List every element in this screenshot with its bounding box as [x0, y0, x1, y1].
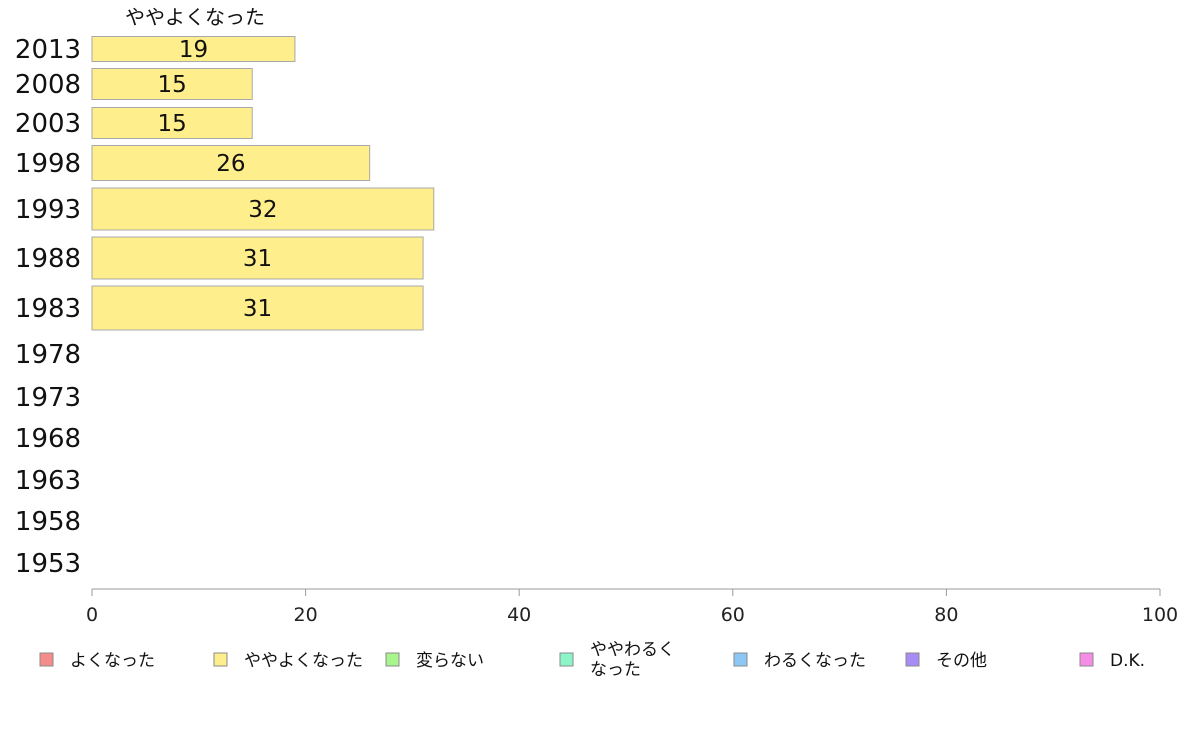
bar-value-label-2003: 15 — [157, 111, 186, 137]
legend-label-4: わるくなった — [764, 651, 866, 671]
bar-value-label-2008: 15 — [157, 72, 186, 98]
x-tick-label-20: 20 — [294, 604, 318, 626]
bar-value-label-1998: 26 — [216, 151, 245, 177]
year-label-1998: 1998 — [15, 149, 81, 179]
x-tick-label-0: 0 — [86, 604, 98, 626]
x-tick-label-80: 80 — [934, 604, 958, 626]
x-tick-label-100: 100 — [1142, 604, 1178, 626]
legend: よくなった ややよくなった 変らない ややわるくなった わるくなった その他 D.K. — [39, 640, 1145, 680]
legend-swatch-6 — [1079, 652, 1094, 667]
legend-swatch-5 — [905, 652, 920, 667]
bar-2008 — [91, 68, 253, 100]
bar-1988 — [91, 236, 424, 280]
bar-1998 — [91, 145, 371, 181]
year-label-2013: 2013 — [15, 35, 81, 65]
year-label-2003: 2003 — [15, 109, 81, 139]
x-tick-label-40: 40 — [507, 604, 531, 626]
year-label-1958: 1958 — [15, 507, 81, 537]
year-label-1978: 1978 — [15, 340, 81, 370]
x-tick-label-60: 60 — [721, 604, 745, 626]
legend-swatch-2 — [385, 652, 400, 667]
year-label-1953: 1953 — [15, 549, 81, 579]
year-label-2008: 2008 — [15, 70, 81, 100]
legend-label-6: D.K. — [1110, 651, 1145, 671]
legend-swatch-4 — [733, 652, 748, 667]
bar-2013 — [91, 36, 296, 62]
bar-value-label-1988: 31 — [243, 246, 272, 272]
bar-value-label-1993: 32 — [248, 197, 277, 223]
legend-label-0: よくなった — [70, 651, 155, 671]
bar-value-label-1983: 31 — [243, 296, 272, 322]
year-label-1983: 1983 — [15, 294, 81, 324]
year-label-1963: 1963 — [15, 466, 81, 496]
legend-label-1: ややよくなった — [244, 651, 363, 671]
legend-swatch-1 — [213, 652, 228, 667]
year-label-1973: 1973 — [15, 383, 81, 413]
year-label-1993: 1993 — [15, 195, 81, 225]
bar-value-label-2013: 19 — [179, 37, 208, 63]
year-label-1988: 1988 — [15, 244, 81, 274]
bar-2003 — [91, 107, 253, 139]
series-title: ややよくなった — [125, 5, 265, 29]
legend-swatch-3 — [559, 652, 574, 667]
legend-label-3: ややわるくなった — [590, 640, 675, 680]
x-axis: 0 20 40 60 80 100 — [86, 588, 1178, 626]
legend-label-5: その他 — [936, 651, 987, 671]
year-labels: 2013 2008 2003 1998 1993 1988 1983 1978 1973 1968… — [15, 35, 81, 579]
bar-1983 — [91, 285, 424, 331]
legend-label-2: 変らない — [416, 651, 484, 671]
legend-swatch-0 — [39, 652, 54, 667]
year-label-1968: 1968 — [15, 424, 81, 454]
bar-1993 — [91, 187, 435, 231]
